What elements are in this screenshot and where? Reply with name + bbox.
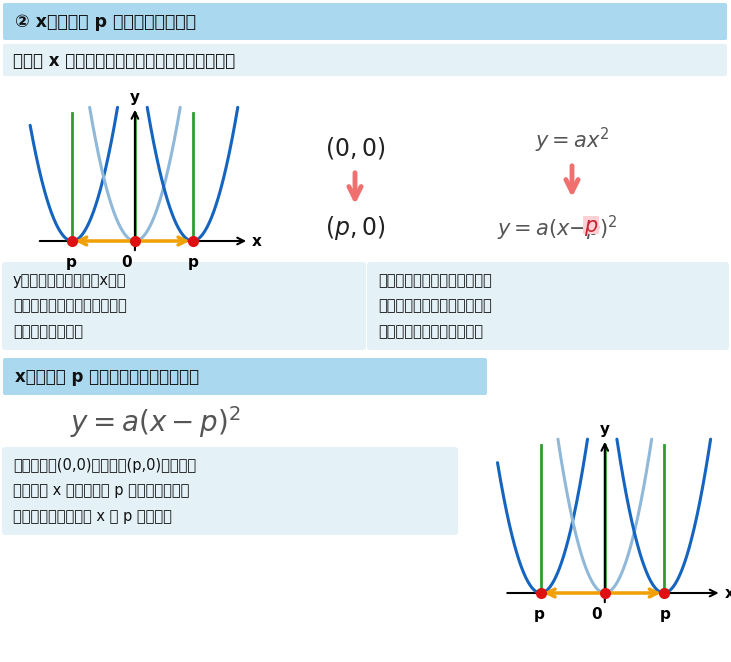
Text: 頂点が原点(0,0)から、点(p,0)に移動。
他の点も x 座標だけが p だけ変化。また
グラフの軸は、直線 x ＝ p となる。: 頂点が原点(0,0)から、点(p,0)に移動。 他の点も x 座標だけが p だ… <box>13 458 196 524</box>
Text: $y{=}a(x{-}p)^2$: $y{=}a(x{-}p)^2$ <box>496 213 618 242</box>
Text: 式では、右辺の２乗の計算を
する前に移動させたい分だけ
加算した形にすればよい。: 式では、右辺の２乗の計算を する前に移動させたい分だけ 加算した形にすればよい。 <box>378 273 492 339</box>
Text: x: x <box>724 585 731 600</box>
Text: y座標はそのままで、x座標
だけを移動させたい分だけ変
化させればよい。: y座標はそのままで、x座標 だけを移動させたい分だけ変 化させればよい。 <box>13 273 126 339</box>
Text: p: p <box>66 255 77 270</box>
FancyBboxPatch shape <box>3 44 727 76</box>
FancyBboxPatch shape <box>367 262 729 350</box>
FancyBboxPatch shape <box>2 447 458 535</box>
Text: x: x <box>252 234 262 248</box>
Text: x軸方向に p だけ平行移動した後の式: x軸方向に p だけ平行移動した後の式 <box>15 368 199 386</box>
Text: p: p <box>659 607 670 622</box>
Text: ② x軸方向に p だけ平行移動する: ② x軸方向に p だけ平行移動する <box>15 13 196 31</box>
Text: p: p <box>534 607 545 622</box>
FancyBboxPatch shape <box>2 262 366 350</box>
Text: $y=a(x-p)^2$: $y=a(x-p)^2$ <box>69 404 240 440</box>
Text: 0: 0 <box>121 255 132 270</box>
Text: $y{=}ax^2$: $y{=}ax^2$ <box>535 125 609 155</box>
Text: 頂点を x 軸方向に平行移動するときを考える。: 頂点を x 軸方向に平行移動するときを考える。 <box>13 52 235 70</box>
Text: y: y <box>130 90 140 105</box>
Text: p: p <box>188 255 199 270</box>
Text: $(0,0)$: $(0,0)$ <box>325 135 385 161</box>
Text: $p$: $p$ <box>584 218 598 238</box>
FancyBboxPatch shape <box>3 3 727 40</box>
Text: y: y <box>600 422 610 437</box>
FancyBboxPatch shape <box>583 216 599 234</box>
Text: 0: 0 <box>591 607 602 622</box>
Text: $(p,0)$: $(p,0)$ <box>325 214 385 242</box>
FancyBboxPatch shape <box>3 358 487 395</box>
